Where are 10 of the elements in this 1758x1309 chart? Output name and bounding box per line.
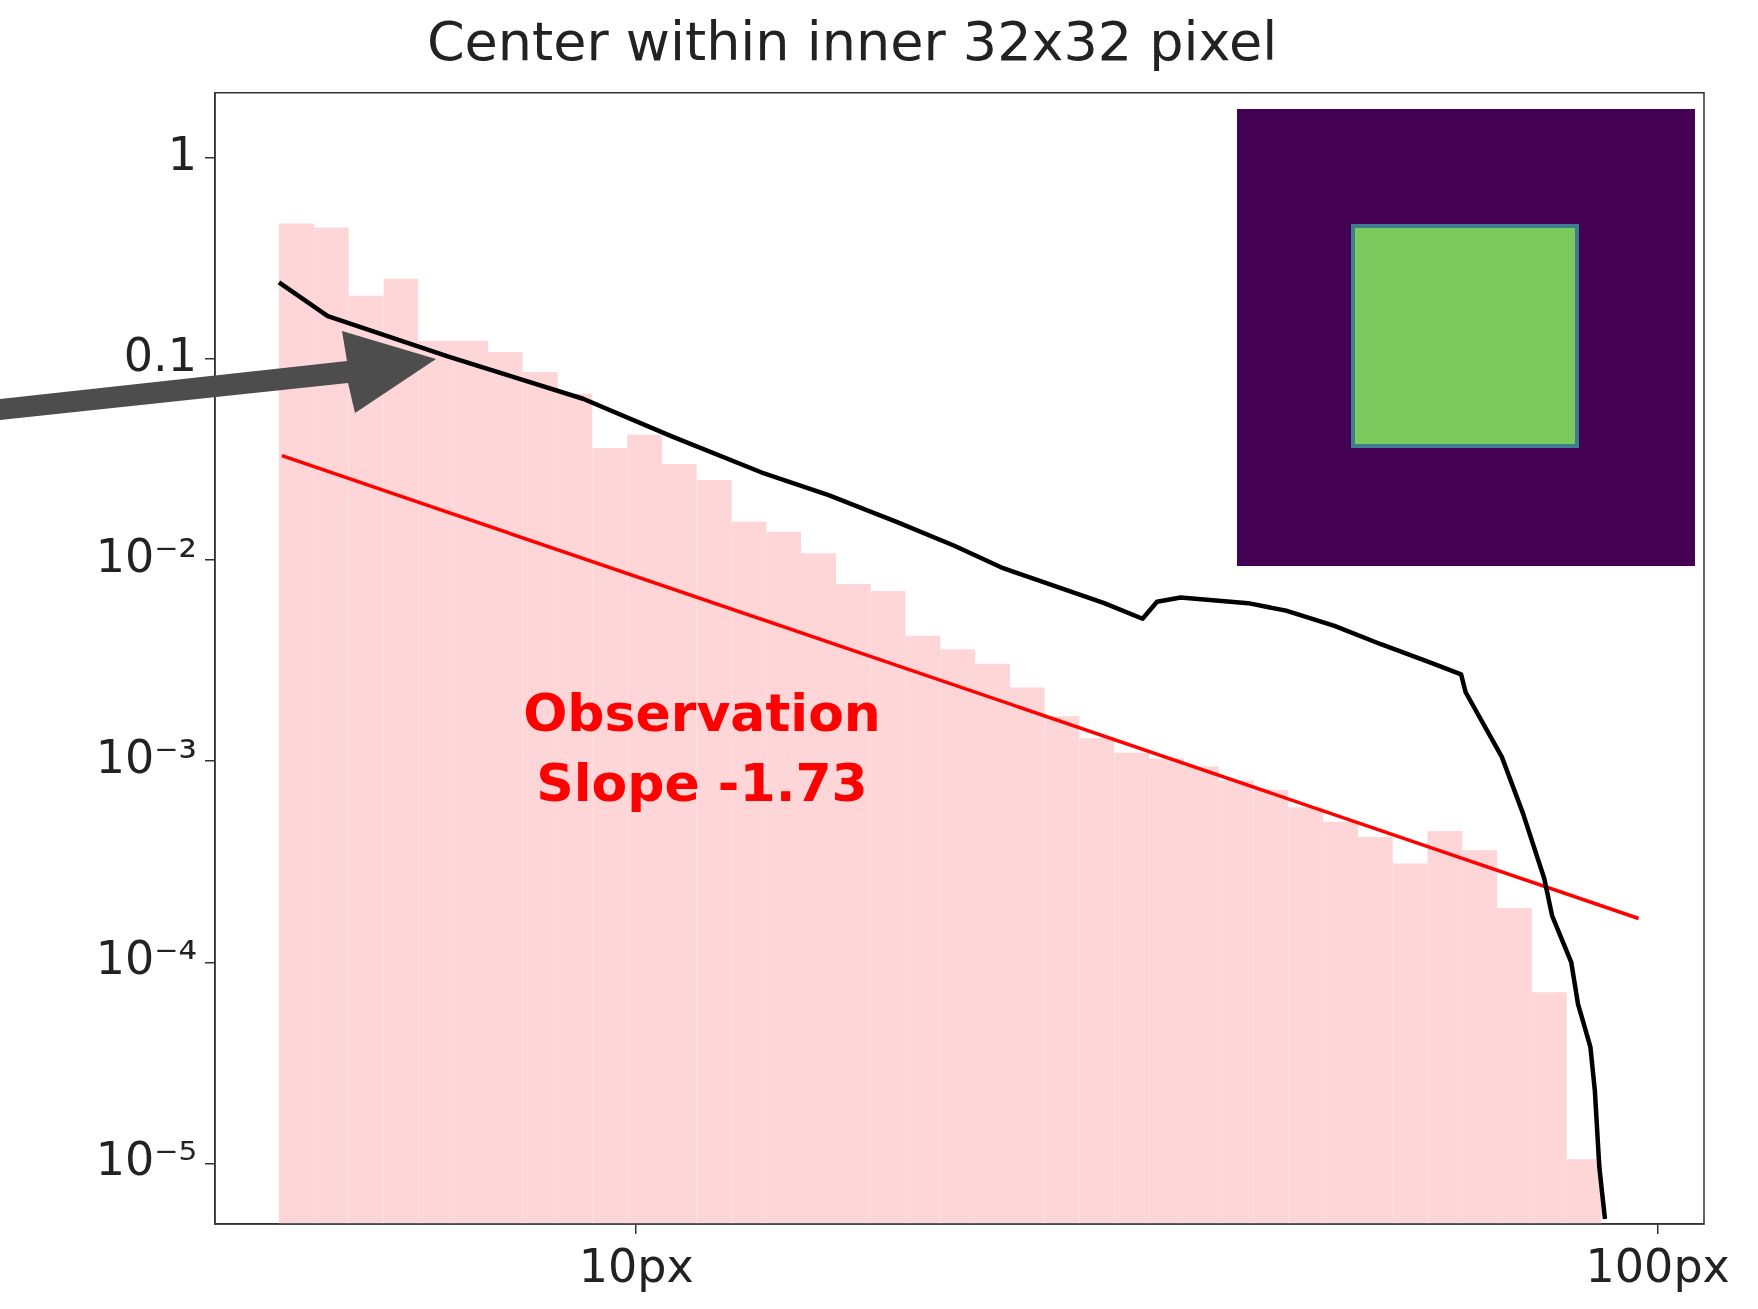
y-tick-label: 10⁻³ — [95, 730, 197, 785]
y-tick-label: 0.1 — [123, 327, 197, 382]
annotation: Observation Slope -1.73 — [523, 683, 881, 814]
y-tick-label: 10⁻⁵ — [95, 1132, 197, 1187]
y-tick-label: 1 — [167, 126, 197, 181]
y-tick-label: 10⁻⁴ — [95, 931, 197, 986]
chart-title: Center within inner 32x32 pixel — [426, 10, 1278, 74]
x-tick-label: 10px — [578, 1238, 694, 1293]
x-tick-label: 100px — [1585, 1238, 1730, 1293]
y-tick-label: 10⁻² — [95, 528, 197, 583]
